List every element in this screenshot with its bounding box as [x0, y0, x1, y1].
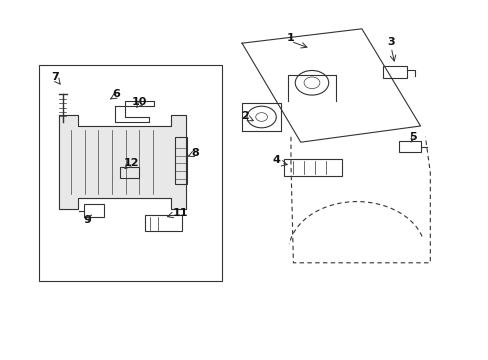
Bar [120, 167, 139, 178]
Bar [175, 137, 186, 184]
Text: 9: 9 [83, 215, 91, 225]
Bar [398, 141, 420, 152]
Text: 5: 5 [408, 132, 416, 142]
Text: 1: 1 [286, 33, 294, 43]
Text: 2: 2 [241, 111, 249, 121]
Text: 4: 4 [272, 155, 280, 165]
Bar [382, 66, 407, 78]
Text: 6: 6 [112, 89, 120, 99]
Text: 7: 7 [51, 72, 59, 82]
Bar [145, 215, 182, 231]
Text: 12: 12 [123, 158, 139, 168]
Bar [39, 65, 222, 281]
Text: 3: 3 [386, 37, 394, 47]
Text: 11: 11 [172, 208, 187, 218]
Polygon shape [59, 115, 185, 209]
Bar [84, 204, 103, 217]
Text: 10: 10 [131, 96, 147, 107]
Text: 8: 8 [191, 148, 199, 158]
